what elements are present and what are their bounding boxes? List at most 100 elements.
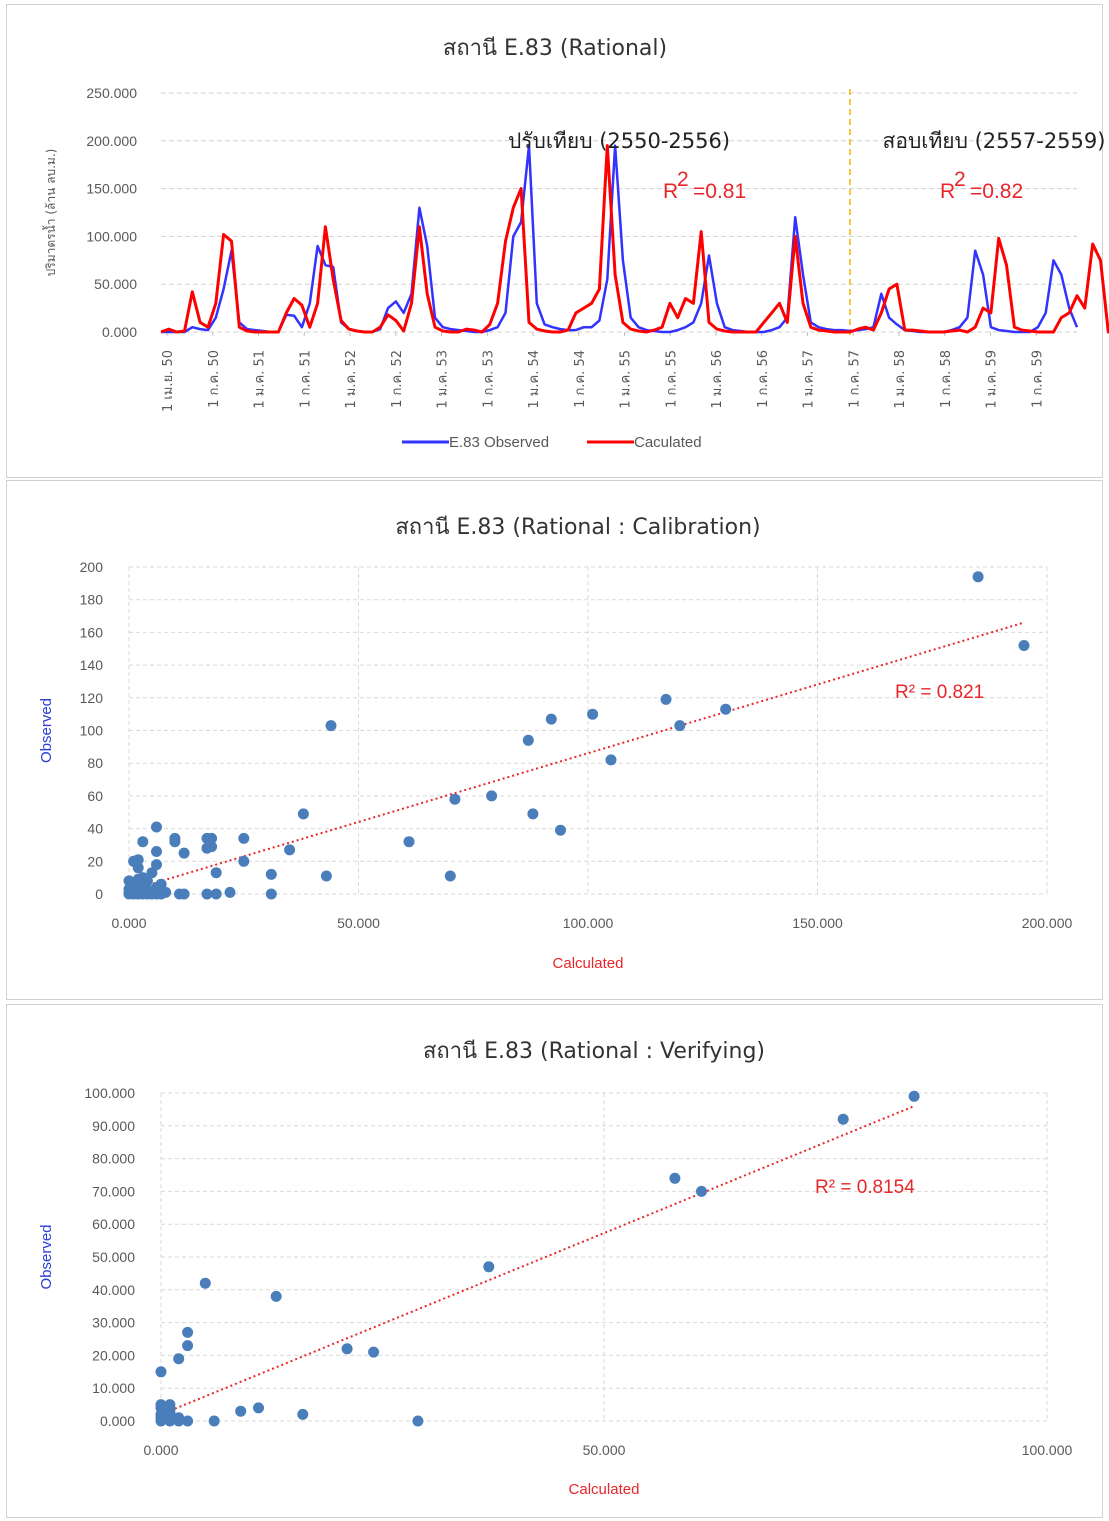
data-point [270, 1290, 282, 1302]
data-point [238, 855, 250, 867]
x-tick-label: 1 ก.ค. 59 [1030, 350, 1045, 408]
chart-title: สถานี E.83 (Rational) [443, 36, 667, 61]
data-point [141, 885, 153, 897]
y-tick-label: 20.000 [92, 1347, 135, 1363]
verifying-scatter-panel: สถานี E.83 (Rational : Verifying) 0.000 10… [6, 1004, 1103, 1518]
data-point [182, 1415, 194, 1427]
trendline [160, 1105, 915, 1416]
x-tick-label: 1 ม.ค. 52 [344, 350, 359, 409]
y-tick-label: 20 [87, 853, 103, 869]
data-point [265, 888, 277, 900]
y-tick-label: 90.000 [92, 1118, 135, 1134]
data-point [210, 888, 222, 900]
y-axis-label: Observed [38, 1224, 55, 1289]
y-tick-label: 70.000 [92, 1183, 135, 1199]
data-point [146, 867, 158, 879]
x-tick-label: 50.000 [583, 1442, 626, 1458]
y-tick-label: 100.000 [86, 228, 137, 244]
calibration-scatter-panel: สถานี E.83 (Rational : Calibration) 0 20 40… [6, 480, 1103, 1000]
data-point [201, 842, 213, 854]
data-point [368, 1346, 380, 1358]
x-tick-label: 100.000 [1022, 1442, 1073, 1458]
y-tick-label: 40 [87, 821, 103, 837]
data-point [173, 1353, 185, 1365]
data-point [128, 886, 140, 898]
y-tick-label: 60 [87, 788, 103, 804]
y-tick-label: 40.000 [92, 1282, 135, 1298]
data-point [151, 882, 162, 893]
x-tick-label: 0.000 [111, 915, 146, 931]
y-tick-label: 160 [80, 624, 104, 640]
x-tick-label: 1 ม.ค. 55 [619, 350, 634, 409]
data-point [160, 886, 172, 898]
x-tick-label: 100.000 [563, 915, 614, 931]
data-point [403, 836, 415, 848]
data-point [720, 703, 732, 715]
calibration-r2-superscript: 2 [677, 168, 689, 191]
data-point [837, 1113, 849, 1125]
y-tick-label: 180 [80, 592, 104, 608]
data-point [483, 1261, 495, 1273]
data-point [265, 868, 277, 880]
x-tick-label: 0.000 [143, 1442, 178, 1458]
verifying-r2-superscript: 2 [954, 168, 966, 191]
data-point [208, 1415, 220, 1427]
data-point [545, 713, 557, 725]
data-point [412, 1415, 424, 1427]
data-point [178, 847, 190, 859]
y-tick-label: 250.000 [86, 85, 137, 101]
y-tick-label: 140 [80, 657, 104, 673]
x-tick-label: 1 ก.ค. 52 [390, 350, 405, 408]
verifying-r2-value: =0.82 [970, 180, 1023, 203]
x-tick-label: 1 เม.ย. 50 [161, 350, 176, 412]
x-tick-label: 1 ก.ค. 58 [939, 350, 954, 408]
y-tick-label: 200 [80, 559, 104, 575]
data-point [527, 808, 539, 820]
y-tick-label: 60.000 [92, 1216, 135, 1232]
x-tick-label: 1 ก.ค. 53 [481, 350, 496, 408]
data-point [320, 870, 332, 882]
data-point [182, 1326, 194, 1338]
verifying-period-label: สอบเทียบ (2557-2559) [883, 129, 1106, 153]
x-tick-label: 1 ก.ค. 50 [207, 350, 222, 408]
y-tick-label: 80 [87, 755, 103, 771]
calibration-scatter: สถานี E.83 (Rational : Calibration) 0 20 40… [38, 515, 1073, 972]
verifying-r2-letter: R [940, 180, 955, 203]
data-point [210, 867, 222, 879]
data-point [660, 693, 672, 705]
x-tick-label: 1 ก.ค. 57 [847, 350, 862, 408]
data-point [297, 808, 309, 820]
y-tick-label: 50.000 [94, 276, 137, 292]
x-tick-label: 1 ม.ค. 57 [802, 350, 817, 409]
legend-label-observed: E.83 Observed [449, 434, 549, 451]
data-point [151, 821, 162, 833]
y-tick-label: 150.000 [86, 181, 137, 197]
data-point [341, 1343, 353, 1355]
y-tick-label: 30.000 [92, 1315, 135, 1331]
data-point [449, 793, 461, 805]
calibration-period-label: ปรับเทียบ (2550-2556) [508, 129, 730, 153]
trendline [128, 621, 1025, 892]
timeseries-chart-panel: สถานี E.83 (Rational) 0.000 50.000 100.000 1… [6, 4, 1109, 478]
x-tick-label: 1 ม.ค. 58 [893, 350, 908, 409]
data-point [155, 1366, 167, 1378]
calibration-r2-letter: R [663, 180, 678, 203]
y-tick-label: 10.000 [92, 1380, 135, 1396]
y-tick-label: 200.000 [86, 133, 137, 149]
timeseries-chart: สถานี E.83 (Rational) 0.000 50.000 100.000 1… [42, 36, 1109, 451]
y-tick-label: 0.000 [100, 1413, 135, 1429]
data-point [201, 888, 213, 900]
x-tick-label: 1 ก.ค. 54 [573, 350, 588, 408]
r2-label: R² = 0.8154 [815, 1177, 915, 1198]
x-tick-label: 1 ก.ค. 55 [664, 350, 679, 408]
data-point [972, 571, 984, 583]
y-tick-label: 50.000 [92, 1249, 135, 1265]
legend-label-calculated: Caculated [634, 434, 702, 451]
x-tick-label: 1 ม.ค. 59 [985, 350, 1000, 409]
r2-label: R² = 0.821 [895, 682, 984, 703]
data-point [199, 1277, 211, 1289]
data-point [253, 1402, 264, 1414]
y-tick-label: 100.000 [84, 1085, 135, 1101]
x-axis-label: Calculated [553, 955, 624, 972]
y-tick-label: 0.000 [102, 324, 137, 340]
